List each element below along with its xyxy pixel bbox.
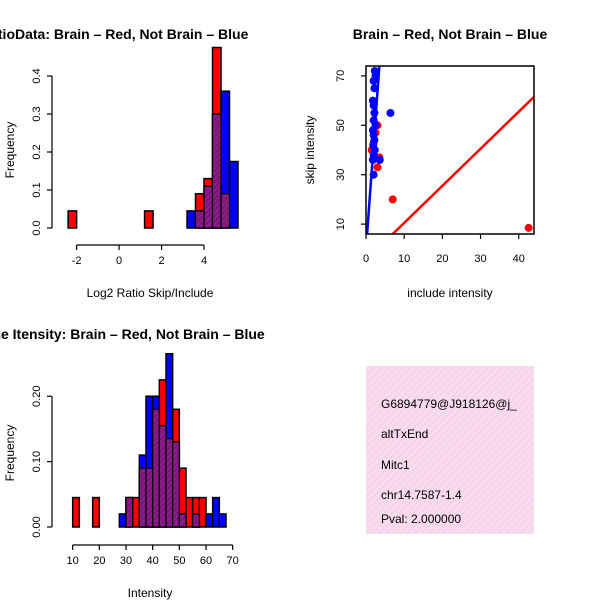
x-tick-label: -2 bbox=[72, 255, 82, 267]
info-line-type: altTxEnd bbox=[381, 427, 428, 441]
info-line-location: chr14.7587-1.4 bbox=[381, 488, 462, 502]
bar-brain bbox=[67, 210, 78, 229]
y-tick-label: 30 bbox=[335, 169, 347, 181]
chart-title: RatioData: Brain – Red, Not Brain – Blue bbox=[0, 26, 249, 42]
x-tick-label: 30 bbox=[120, 555, 132, 567]
point-not-brain bbox=[370, 108, 379, 117]
x-tick-label: 50 bbox=[173, 555, 185, 567]
plot-frame bbox=[365, 65, 535, 235]
y-tick-label: 10 bbox=[335, 218, 347, 230]
point-not-brain bbox=[370, 84, 379, 93]
bar-overlap bbox=[125, 496, 134, 528]
y-tick-label: 0.10 bbox=[31, 451, 43, 472]
x-tick-label: 30 bbox=[474, 253, 486, 265]
fit-line-brain bbox=[390, 95, 534, 234]
y-tick-label: 0.20 bbox=[31, 386, 43, 407]
x-axis-label: Intensity bbox=[128, 586, 173, 600]
x-tick-label: 60 bbox=[200, 555, 212, 567]
bar-not-brain bbox=[228, 160, 239, 229]
chart-title: Line Itensity: Brain – Red, Not Brain – … bbox=[0, 326, 265, 342]
info-panel-background bbox=[366, 366, 534, 534]
x-tick-label: 20 bbox=[436, 253, 448, 265]
y-tick-label: 0.4 bbox=[31, 68, 43, 83]
bar-not-brain bbox=[218, 513, 227, 528]
y-tick-label: 0.0 bbox=[31, 220, 43, 235]
x-tick-label: 4 bbox=[201, 255, 207, 267]
x-tick-label: 10 bbox=[398, 253, 410, 265]
y-tick-label: 0.3 bbox=[31, 106, 43, 121]
x-tick-label: 10 bbox=[67, 555, 79, 567]
bar-overlap bbox=[220, 193, 231, 229]
x-tick-label: 0 bbox=[116, 255, 122, 267]
bar-overlap bbox=[178, 513, 187, 528]
bar-brain bbox=[198, 496, 207, 528]
point-brain bbox=[524, 223, 533, 232]
bar-brain bbox=[185, 496, 194, 528]
bar-brain bbox=[143, 210, 154, 229]
bar-overlap bbox=[203, 185, 214, 229]
intensity-histogram: Line Itensity: Brain – Red, Not Brain – … bbox=[0, 326, 265, 600]
bar-not-brain bbox=[211, 496, 221, 528]
ratio-histogram: RatioData: Brain – Red, Not Brain – Blue… bbox=[0, 26, 249, 300]
bar-not-brain bbox=[118, 513, 127, 528]
x-tick-label: 0 bbox=[363, 253, 369, 265]
bar-overlap bbox=[211, 113, 222, 229]
bar-overlap bbox=[165, 438, 174, 528]
x-tick-label: 40 bbox=[147, 555, 159, 567]
bar-not-brain bbox=[205, 513, 214, 528]
point-not-brain bbox=[369, 170, 378, 179]
y-axis-label: skip intensity bbox=[303, 116, 317, 185]
info-line-id: G6894779@J918126@j_ bbox=[381, 397, 517, 411]
x-tick-label: 70 bbox=[227, 555, 239, 567]
bar-overlap bbox=[152, 408, 160, 528]
x-tick-label: 40 bbox=[513, 253, 525, 265]
x-axis-label: Log2 Ratio Skip/Include bbox=[87, 286, 214, 300]
bar-overlap bbox=[172, 441, 180, 528]
x-tick-label: 2 bbox=[158, 255, 164, 267]
bar-brain bbox=[91, 496, 101, 528]
info-panel: G6894779@J918126@j_ altTxEnd Mitc1 chr14… bbox=[366, 366, 534, 534]
intensity-scatter: Brain – Red, Not Brain – Blue include in… bbox=[303, 26, 547, 300]
bar-brain bbox=[71, 496, 81, 528]
y-axis-label: Frequency bbox=[3, 122, 17, 179]
y-tick-label: 50 bbox=[335, 119, 347, 131]
y-tick-label: 70 bbox=[335, 70, 347, 82]
point-not-brain bbox=[369, 76, 378, 85]
point-not-brain bbox=[368, 155, 377, 164]
point-not-brain bbox=[369, 101, 378, 110]
point-not-brain bbox=[375, 155, 384, 164]
bar-not-brain bbox=[186, 210, 197, 229]
bar-overlap bbox=[192, 513, 200, 528]
bar-brain bbox=[131, 496, 141, 528]
x-tick-label: 20 bbox=[93, 555, 105, 567]
pval-text: Pval: 2.000000 bbox=[381, 512, 461, 526]
x-axis-label: include intensity bbox=[407, 286, 492, 300]
y-tick-label: 0.2 bbox=[31, 144, 43, 159]
point-brain bbox=[373, 163, 382, 172]
point-not-brain bbox=[386, 108, 395, 117]
plot-area bbox=[366, 66, 534, 234]
y-axis-label: Frequency bbox=[3, 425, 17, 482]
bar-overlap bbox=[194, 210, 205, 229]
info-line-gene: Mitc1 bbox=[381, 458, 410, 472]
y-tick-label: 0.1 bbox=[31, 182, 43, 197]
bar-overlap bbox=[158, 425, 167, 528]
point-brain bbox=[388, 195, 397, 204]
chart-title: Brain – Red, Not Brain – Blue bbox=[353, 26, 548, 42]
bar-overlap bbox=[145, 467, 154, 528]
y-tick-label: 0.00 bbox=[31, 516, 43, 537]
bar-overlap bbox=[138, 467, 147, 528]
